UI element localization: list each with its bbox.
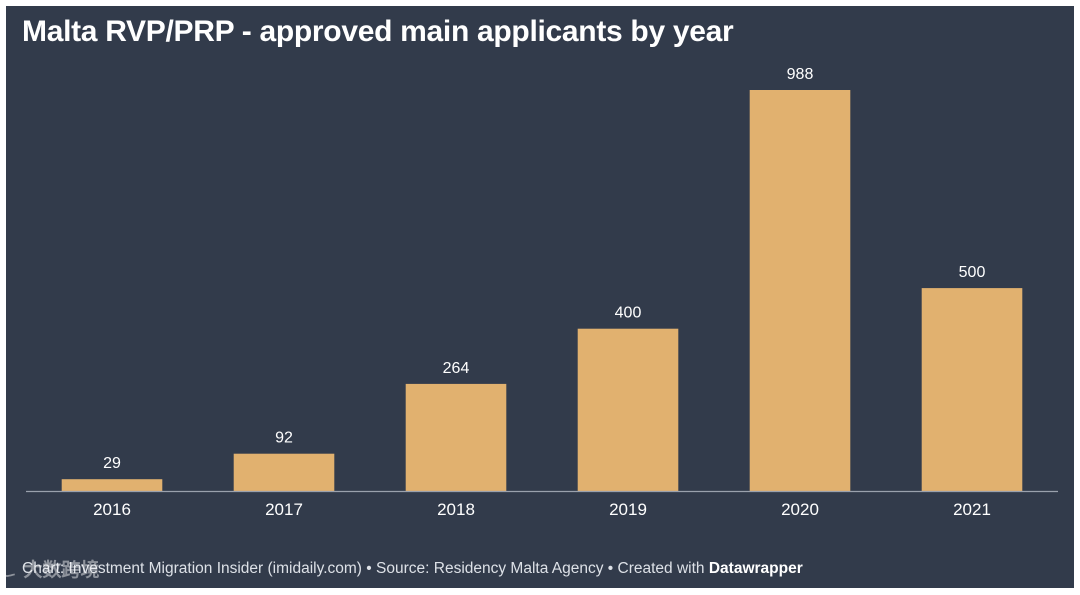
footer-chart-credit[interactable]: Investment Migration Insider (imidaily.c… bbox=[68, 560, 362, 577]
x-tick-label-2021: 2021 bbox=[953, 500, 991, 519]
footer-source[interactable]: Residency Malta Agency bbox=[433, 560, 604, 577]
bar-2020 bbox=[749, 90, 851, 491]
x-tick-label-2019: 2019 bbox=[609, 500, 647, 519]
labels-layer: 29 2016 92 2017 264 2018 400 2019 988 2020 500 2021 bbox=[93, 66, 991, 519]
chart-frame: Malta RVP/PRP - approved main applicants… bbox=[6, 6, 1074, 588]
footer-chart-prefix: Chart: bbox=[22, 560, 69, 577]
footer-separator: • bbox=[361, 560, 377, 577]
x-tick-label-2020: 2020 bbox=[781, 500, 819, 519]
footer-separator: • bbox=[603, 560, 618, 577]
bar-2017 bbox=[233, 453, 335, 491]
value-label-2020: 988 bbox=[787, 66, 814, 83]
datawrapper-link[interactable]: Datawrapper bbox=[708, 560, 803, 577]
footer-source-prefix: Source: bbox=[376, 560, 434, 577]
value-label-2021: 500 bbox=[959, 264, 986, 281]
bars-layer bbox=[61, 90, 1023, 491]
x-tick-label-2018: 2018 bbox=[437, 500, 475, 519]
bar-2018 bbox=[405, 383, 507, 491]
x-tick-label-2016: 2016 bbox=[93, 500, 131, 519]
bar-2016 bbox=[61, 479, 163, 491]
bar-2019 bbox=[577, 328, 679, 491]
bar-2021 bbox=[921, 288, 1023, 491]
value-label-2017: 92 bbox=[275, 430, 293, 447]
chart-footer: Chart: Investment Migration Insider (imi… bbox=[22, 560, 803, 578]
bar-chart: 29 2016 92 2017 264 2018 400 2019 988 2020 500 2021 bbox=[26, 66, 1058, 519]
footer-created-prefix: Created with bbox=[617, 560, 709, 577]
value-label-2018: 264 bbox=[443, 360, 470, 377]
value-label-2019: 400 bbox=[615, 305, 642, 322]
x-tick-label-2017: 2017 bbox=[265, 500, 303, 519]
value-label-2016: 29 bbox=[103, 455, 121, 472]
chart-title: Malta RVP/PRP - approved main applicants… bbox=[22, 15, 734, 48]
